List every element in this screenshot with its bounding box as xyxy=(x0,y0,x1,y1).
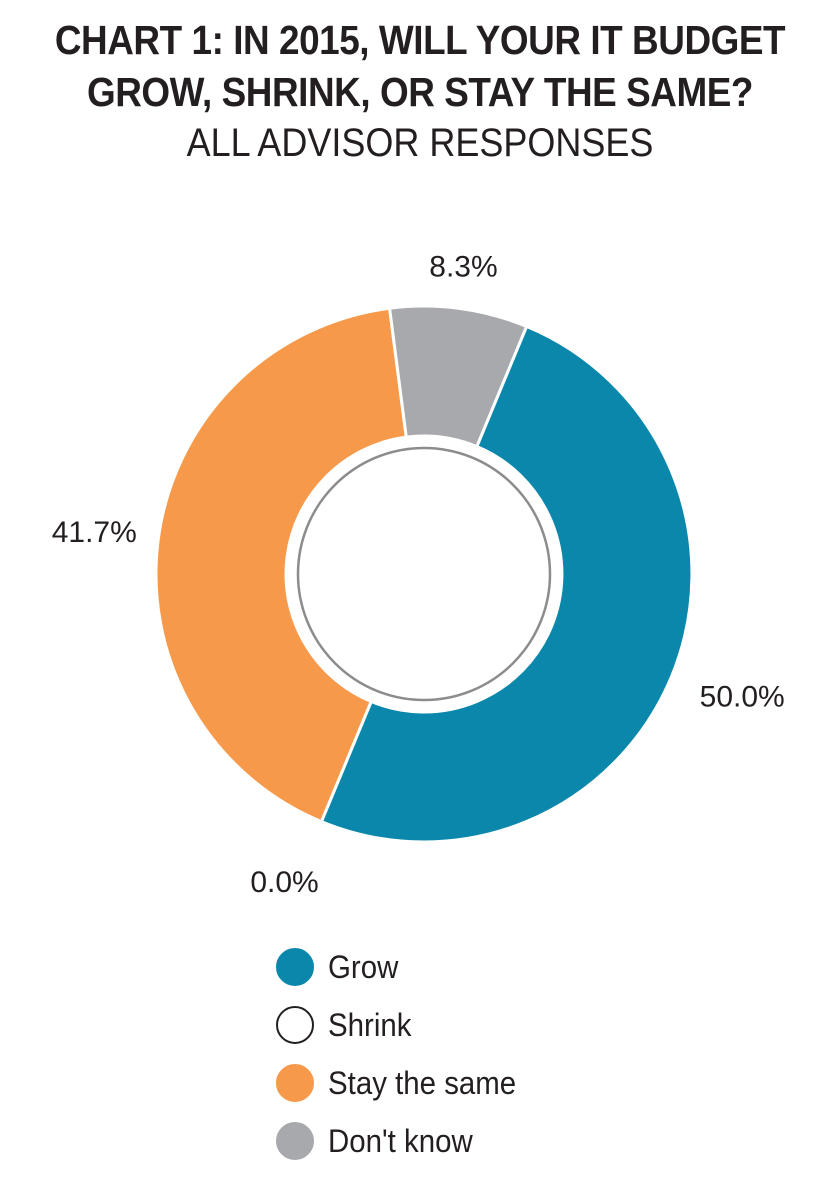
chart-title-block: CHART 1: IN 2015, WILL YOUR IT BUDGET GR… xyxy=(0,14,840,168)
legend-label-grow: Grow xyxy=(328,948,399,985)
legend-swatch-don-t-know xyxy=(276,1122,314,1160)
legend-swatch-stay-the-same xyxy=(276,1064,314,1102)
slice-don-t-know xyxy=(387,304,529,449)
legend-item-stay-the-same: Stay the same xyxy=(276,1054,533,1112)
legend-swatch-grow xyxy=(276,948,314,986)
data-label-grow: 50.0% xyxy=(700,680,785,713)
donut-chart: 50.0% 0.0% 41.7% 8.3% xyxy=(52,251,785,900)
legend-item-grow: Grow xyxy=(276,938,533,996)
legend-label-don-t-know: Don't know xyxy=(328,1122,473,1159)
slice-grow xyxy=(319,324,694,844)
donut-slices xyxy=(154,304,694,844)
data-label-don-t-know: 8.3% xyxy=(429,251,497,284)
data-label-shrink: 0.0% xyxy=(250,866,318,899)
legend-swatch-shrink xyxy=(276,1006,314,1044)
data-label-stay-the-same: 41.7% xyxy=(52,516,137,549)
legend-item-don-t-know: Don't know xyxy=(276,1112,533,1170)
chart-title-line-2: GROW, SHRINK, OR STAY THE SAME? xyxy=(86,69,754,115)
slice-stay-the-same xyxy=(154,306,408,824)
donut-inner-ring xyxy=(296,446,552,702)
chart-title-line-1: CHART 1: IN 2015, WILL YOUR IT BUDGET xyxy=(54,17,786,63)
legend: Grow Shrink Stay the same Don't know xyxy=(276,938,533,1170)
legend-item-shrink: Shrink xyxy=(276,996,533,1054)
legend-label-shrink: Shrink xyxy=(328,1006,412,1043)
slice-labels: 50.0% 0.0% 41.7% 8.3% xyxy=(52,251,785,900)
legend-label-stay-the-same: Stay the same xyxy=(328,1064,517,1101)
chart-subtitle: ALL ADVISOR RESPONSES xyxy=(186,121,654,165)
